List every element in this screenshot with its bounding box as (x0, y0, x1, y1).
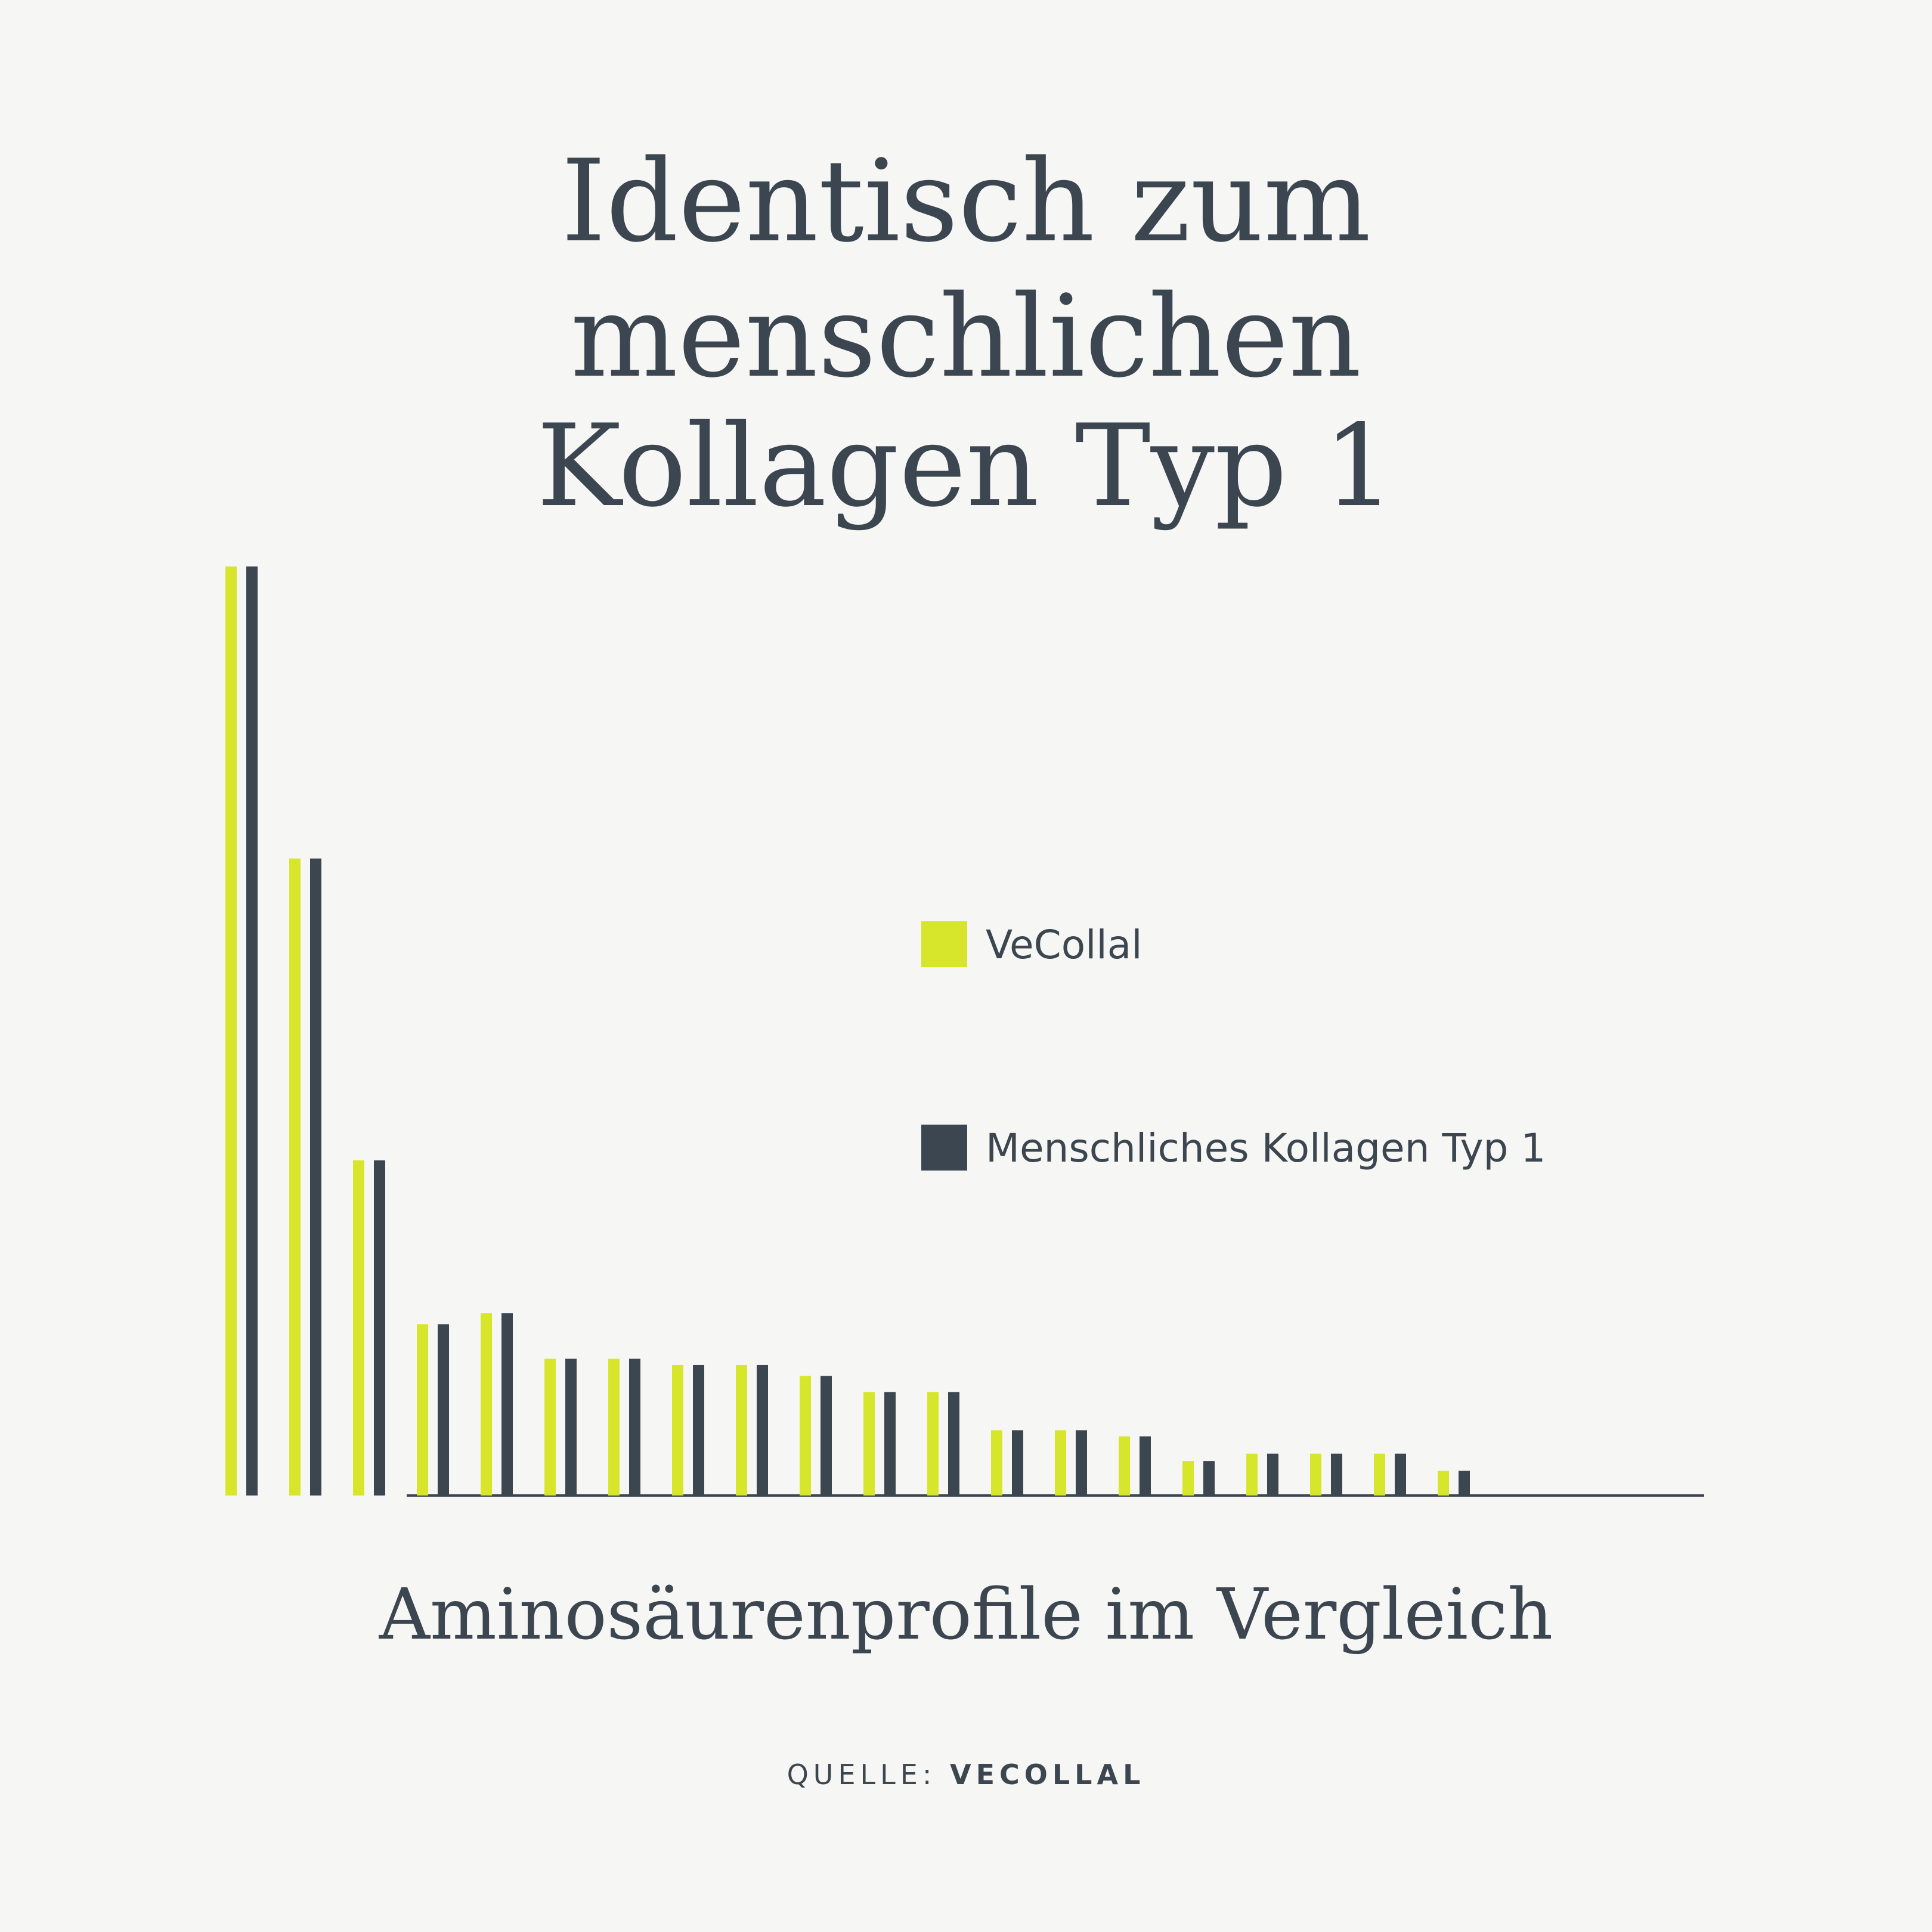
bar (800, 1376, 811, 1496)
bar (544, 1358, 556, 1496)
bar (1012, 1430, 1023, 1496)
legend-label: VeCollal (986, 922, 1143, 968)
bar (310, 858, 321, 1496)
bar (991, 1430, 1002, 1496)
bar (821, 1376, 832, 1496)
bar (1267, 1453, 1278, 1496)
bar (1374, 1453, 1385, 1496)
bar (565, 1358, 577, 1496)
source-name: VECOLLAL (950, 1758, 1145, 1791)
bar (1331, 1453, 1342, 1496)
legend-label: Menschliches Kollagen Typ 1 (986, 1125, 1546, 1171)
bar (672, 1364, 683, 1496)
legend-swatch (921, 921, 967, 967)
bar (927, 1392, 939, 1496)
bar (736, 1364, 747, 1496)
bar (225, 566, 237, 1496)
bar (629, 1358, 640, 1496)
source: QUELLE: VECOLLAL (787, 1758, 1145, 1791)
chart-title-line: Identisch zum (561, 135, 1371, 267)
bar (884, 1392, 896, 1496)
bar (948, 1392, 959, 1496)
bar (417, 1324, 428, 1496)
bar (438, 1324, 449, 1496)
bar (1246, 1453, 1258, 1496)
chart-title-line: Kollagen Typ 1 (537, 400, 1395, 532)
bar (374, 1160, 385, 1496)
bar (289, 858, 301, 1496)
bar (481, 1313, 492, 1496)
source-label: QUELLE: (787, 1758, 937, 1791)
bar (608, 1358, 620, 1496)
bar (1140, 1436, 1151, 1496)
bar (863, 1392, 875, 1496)
bar (1438, 1470, 1449, 1496)
bar (1119, 1436, 1130, 1496)
bar (1395, 1453, 1406, 1496)
bar (1076, 1430, 1087, 1496)
bar (1459, 1470, 1470, 1496)
bar (757, 1364, 768, 1496)
bar (693, 1364, 704, 1496)
bar (1203, 1461, 1215, 1496)
chart-title-line: menschlichen (571, 271, 1361, 402)
chart-subtitle: Aminosäurenprofile im Vergleich (379, 1573, 1553, 1655)
bar (501, 1313, 513, 1496)
bar (1055, 1430, 1066, 1496)
legend: VeCollal Menschliches Kollagen Typ 1 (921, 921, 1546, 1171)
legend-swatch (921, 1125, 967, 1171)
bar (353, 1160, 364, 1496)
bar (246, 566, 258, 1496)
bar (1310, 1453, 1321, 1496)
bar (1182, 1461, 1194, 1496)
